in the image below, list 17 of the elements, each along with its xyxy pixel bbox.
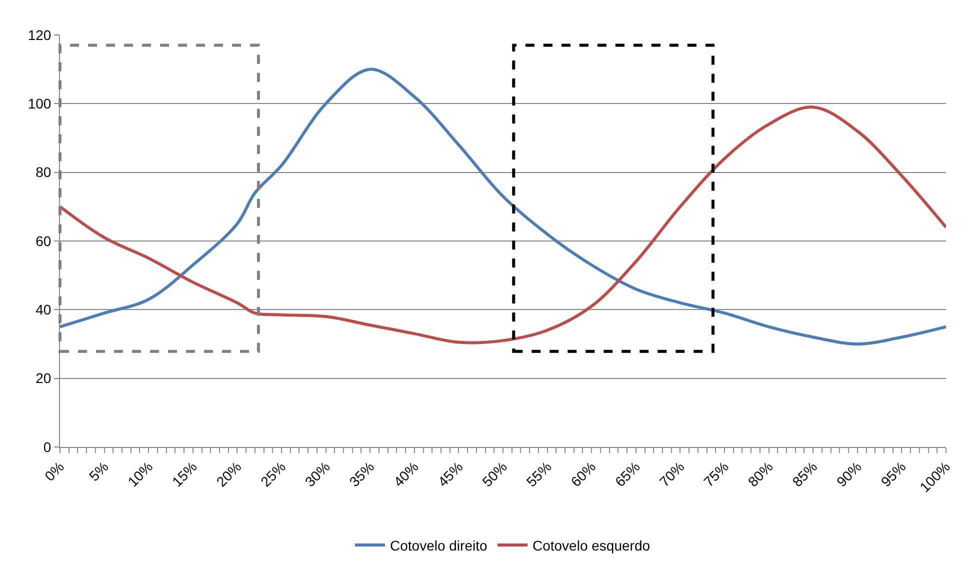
y-tick-label: 0	[43, 438, 52, 455]
x-tick-label: 70%	[656, 458, 688, 490]
y-tick-label: 40	[36, 302, 52, 318]
legend-label: Cotovelo direito	[390, 537, 488, 554]
x-tick-label: 65%	[612, 458, 643, 490]
x-tick-label: 40%	[390, 458, 422, 490]
y-tick-label: 120	[28, 26, 52, 43]
x-tick-label: 0%	[41, 458, 68, 484]
y-tick-label: 100	[28, 96, 52, 112]
x-tick-label: 45%	[434, 458, 466, 490]
x-tick-label: 75%	[700, 458, 732, 490]
x-tick-label: 60%	[568, 458, 599, 490]
y-tick-label: 80	[36, 164, 52, 180]
legend-label: Cotovelo esquerdo	[532, 537, 650, 554]
x-tick-label: 5%	[86, 458, 112, 484]
y-tick-label: 60	[36, 232, 52, 249]
y-tick-label: 20	[36, 370, 52, 386]
